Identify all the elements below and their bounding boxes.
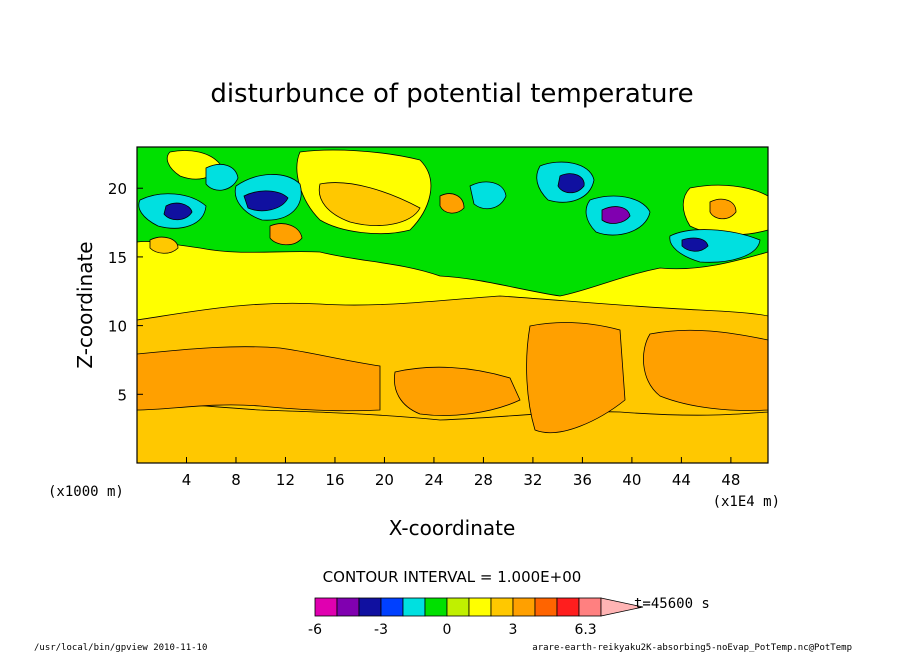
colorbar-swatch xyxy=(490,597,514,617)
colorbar-swatch xyxy=(534,597,558,617)
y-tick-label: 20 xyxy=(108,180,127,198)
contour-field xyxy=(137,147,768,463)
field-neg-cell-4b xyxy=(557,173,585,194)
y-tick-label: 10 xyxy=(108,318,127,336)
x-unit-left: (x1000 m) xyxy=(48,484,124,500)
x-tick-label: 48 xyxy=(721,471,740,489)
colorbar-swatch xyxy=(358,597,382,617)
x-tick-label: 32 xyxy=(523,471,542,489)
colorbar-tick-label: -6 xyxy=(308,622,322,638)
colorbar xyxy=(314,597,644,617)
x-axis-ticks: 4 8 12 16 20 24 28 32 36 40 44 48 xyxy=(182,457,740,489)
field-neg-cell-6b xyxy=(681,237,709,252)
contour-interval: CONTOUR INTERVAL = 1.000E+00 xyxy=(323,568,582,586)
x-unit-right: (x1E4 m) xyxy=(713,494,780,510)
colorbar-swatch xyxy=(424,597,448,617)
x-tick-label: 16 xyxy=(325,471,344,489)
x-tick-label: 36 xyxy=(573,471,592,489)
field-neg-cell-3b xyxy=(243,190,289,212)
x-tick-label: 4 xyxy=(182,471,192,489)
y-axis-label: Z-coordinate xyxy=(73,241,97,368)
colorbar-swatch xyxy=(380,597,404,617)
footer-left: /usr/local/bin/gpview 2010-11-10 xyxy=(34,643,207,653)
field-pos-blob-2 xyxy=(439,193,465,214)
x-tick-label: 12 xyxy=(276,471,295,489)
field-neg-cell-2 xyxy=(205,164,239,191)
field-core-band-4 xyxy=(643,329,768,411)
field-core-band-3 xyxy=(526,322,626,434)
field-pos-blob-1 xyxy=(269,223,303,246)
time-label: t=45600 s xyxy=(634,596,710,612)
y-axis-ticks: 5 10 15 20 xyxy=(108,180,143,404)
field-core-band xyxy=(137,346,381,412)
x-tick-label: 44 xyxy=(672,471,691,489)
x-tick-label: 20 xyxy=(375,471,394,489)
field-pos-blob-4 xyxy=(149,236,179,254)
footer-right: arare-earth-reikyaku2K-absorbing5-noEvap… xyxy=(532,643,852,653)
colorbar-tick-label: -3 xyxy=(374,622,388,638)
chart-title: disturbunce of potential temperature xyxy=(210,79,693,109)
colorbar-swatch xyxy=(578,597,602,617)
colorbar-swatch xyxy=(336,597,360,617)
field-upper-pocket-3 xyxy=(318,182,421,226)
y-tick-label: 5 xyxy=(117,386,127,404)
colorbar-tick-labels: -6 -3 0 3 6.3 xyxy=(308,622,597,638)
x-tick-label: 28 xyxy=(474,471,493,489)
colorbar-swatch xyxy=(402,597,426,617)
colorbar-swatch xyxy=(556,597,580,617)
field-neg-cell-1b xyxy=(163,202,193,221)
field-core-band-2 xyxy=(393,366,521,416)
colorbar-swatch xyxy=(314,597,338,617)
colorbar-swatch xyxy=(512,597,536,617)
colorbar-swatch xyxy=(446,597,470,617)
colorbar-tick-label: 0 xyxy=(443,622,452,638)
colorbar-tick-label: 3 xyxy=(509,622,518,638)
field-neg-cell-7 xyxy=(469,181,507,210)
x-tick-label: 40 xyxy=(622,471,641,489)
colorbar-swatch xyxy=(468,597,492,617)
field-pos-blob-3 xyxy=(709,198,737,220)
plot-frame xyxy=(136,146,769,464)
colorbar-tick-label: 6.3 xyxy=(574,622,596,638)
x-tick-label: 8 xyxy=(231,471,241,489)
x-axis-label: X-coordinate xyxy=(389,516,516,540)
y-tick-label: 15 xyxy=(108,249,127,267)
x-tick-label: 24 xyxy=(424,471,443,489)
colorbar-overflow-arrow xyxy=(600,597,644,617)
field-neg-cell-5b xyxy=(601,206,631,224)
